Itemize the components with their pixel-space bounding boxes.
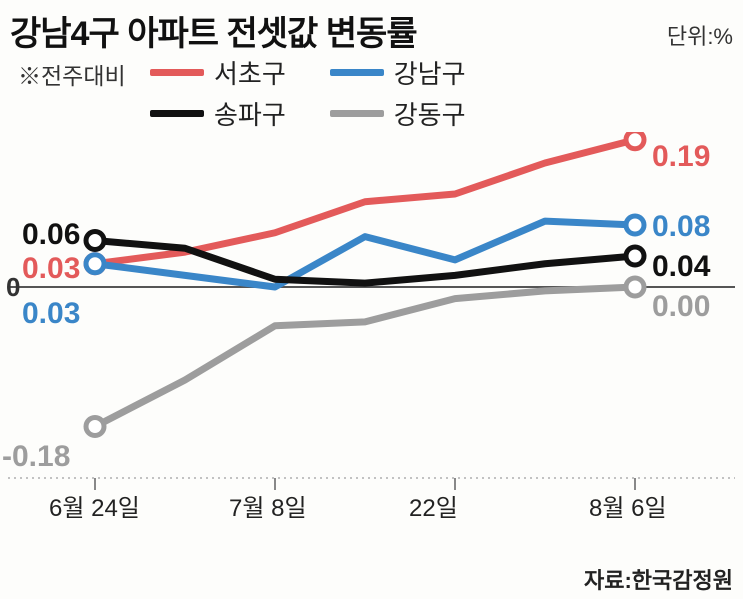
marker-seocho xyxy=(626,132,644,149)
series-gangdong xyxy=(95,287,635,427)
legend-swatch xyxy=(150,110,204,117)
x-axis-label: 8월 6일 xyxy=(589,488,667,523)
marker-songpa xyxy=(626,247,644,265)
end-value-songpa: 0.04 xyxy=(652,250,710,284)
legend-item-songpa: 송파구 xyxy=(150,95,286,132)
chart-title: 강남4구 아파트 전셋값 변동률 xyxy=(10,6,417,55)
marker-gangnam xyxy=(626,216,644,234)
marker-songpa xyxy=(86,232,104,250)
note-label: ※전주대비 xyxy=(0,55,126,91)
legend-label: 서초구 xyxy=(214,54,286,91)
chart-svg xyxy=(0,132,743,532)
start-value-songpa: 0.06 xyxy=(22,218,80,252)
end-value-gangdong: 0.00 xyxy=(652,290,710,324)
end-value-seocho: 0.19 xyxy=(652,140,710,174)
source-label: 자료:한국감정원 xyxy=(584,563,733,595)
legend-item-gangdong: 강동구 xyxy=(330,95,466,132)
x-axis-label: 6월 24일 xyxy=(49,488,140,523)
marker-gangdong xyxy=(626,278,644,296)
legend: 서초구 강남구송파구 강동구 xyxy=(150,54,466,132)
start-value-gangnam: 0.03 xyxy=(22,297,80,331)
x-axis-label: 7월 8일 xyxy=(229,488,307,523)
legend-label: 강남구 xyxy=(394,54,466,91)
zero-axis-label: 0 xyxy=(6,272,20,303)
line-chart: 0 0.03 0.19 0.03 0.08 0.06 0.04 -0.18 0.00 6월 24… xyxy=(0,132,743,532)
legend-item-seocho: 서초구 xyxy=(150,54,286,91)
legend-swatch xyxy=(330,69,384,76)
legend-swatch xyxy=(150,69,204,76)
legend-label: 강동구 xyxy=(394,95,466,132)
legend-item-gangnam: 강남구 xyxy=(330,54,466,91)
unit-label: 단위:% xyxy=(667,19,733,55)
start-value-gangdong: -0.18 xyxy=(2,440,70,474)
start-value-seocho: 0.03 xyxy=(22,252,80,286)
legend-label: 송파구 xyxy=(214,95,286,132)
end-value-gangnam: 0.08 xyxy=(652,210,710,244)
x-axis-label: 22일 xyxy=(409,488,458,523)
marker-gangnam xyxy=(86,255,104,273)
marker-gangdong xyxy=(86,418,104,436)
legend-swatch xyxy=(330,110,384,117)
